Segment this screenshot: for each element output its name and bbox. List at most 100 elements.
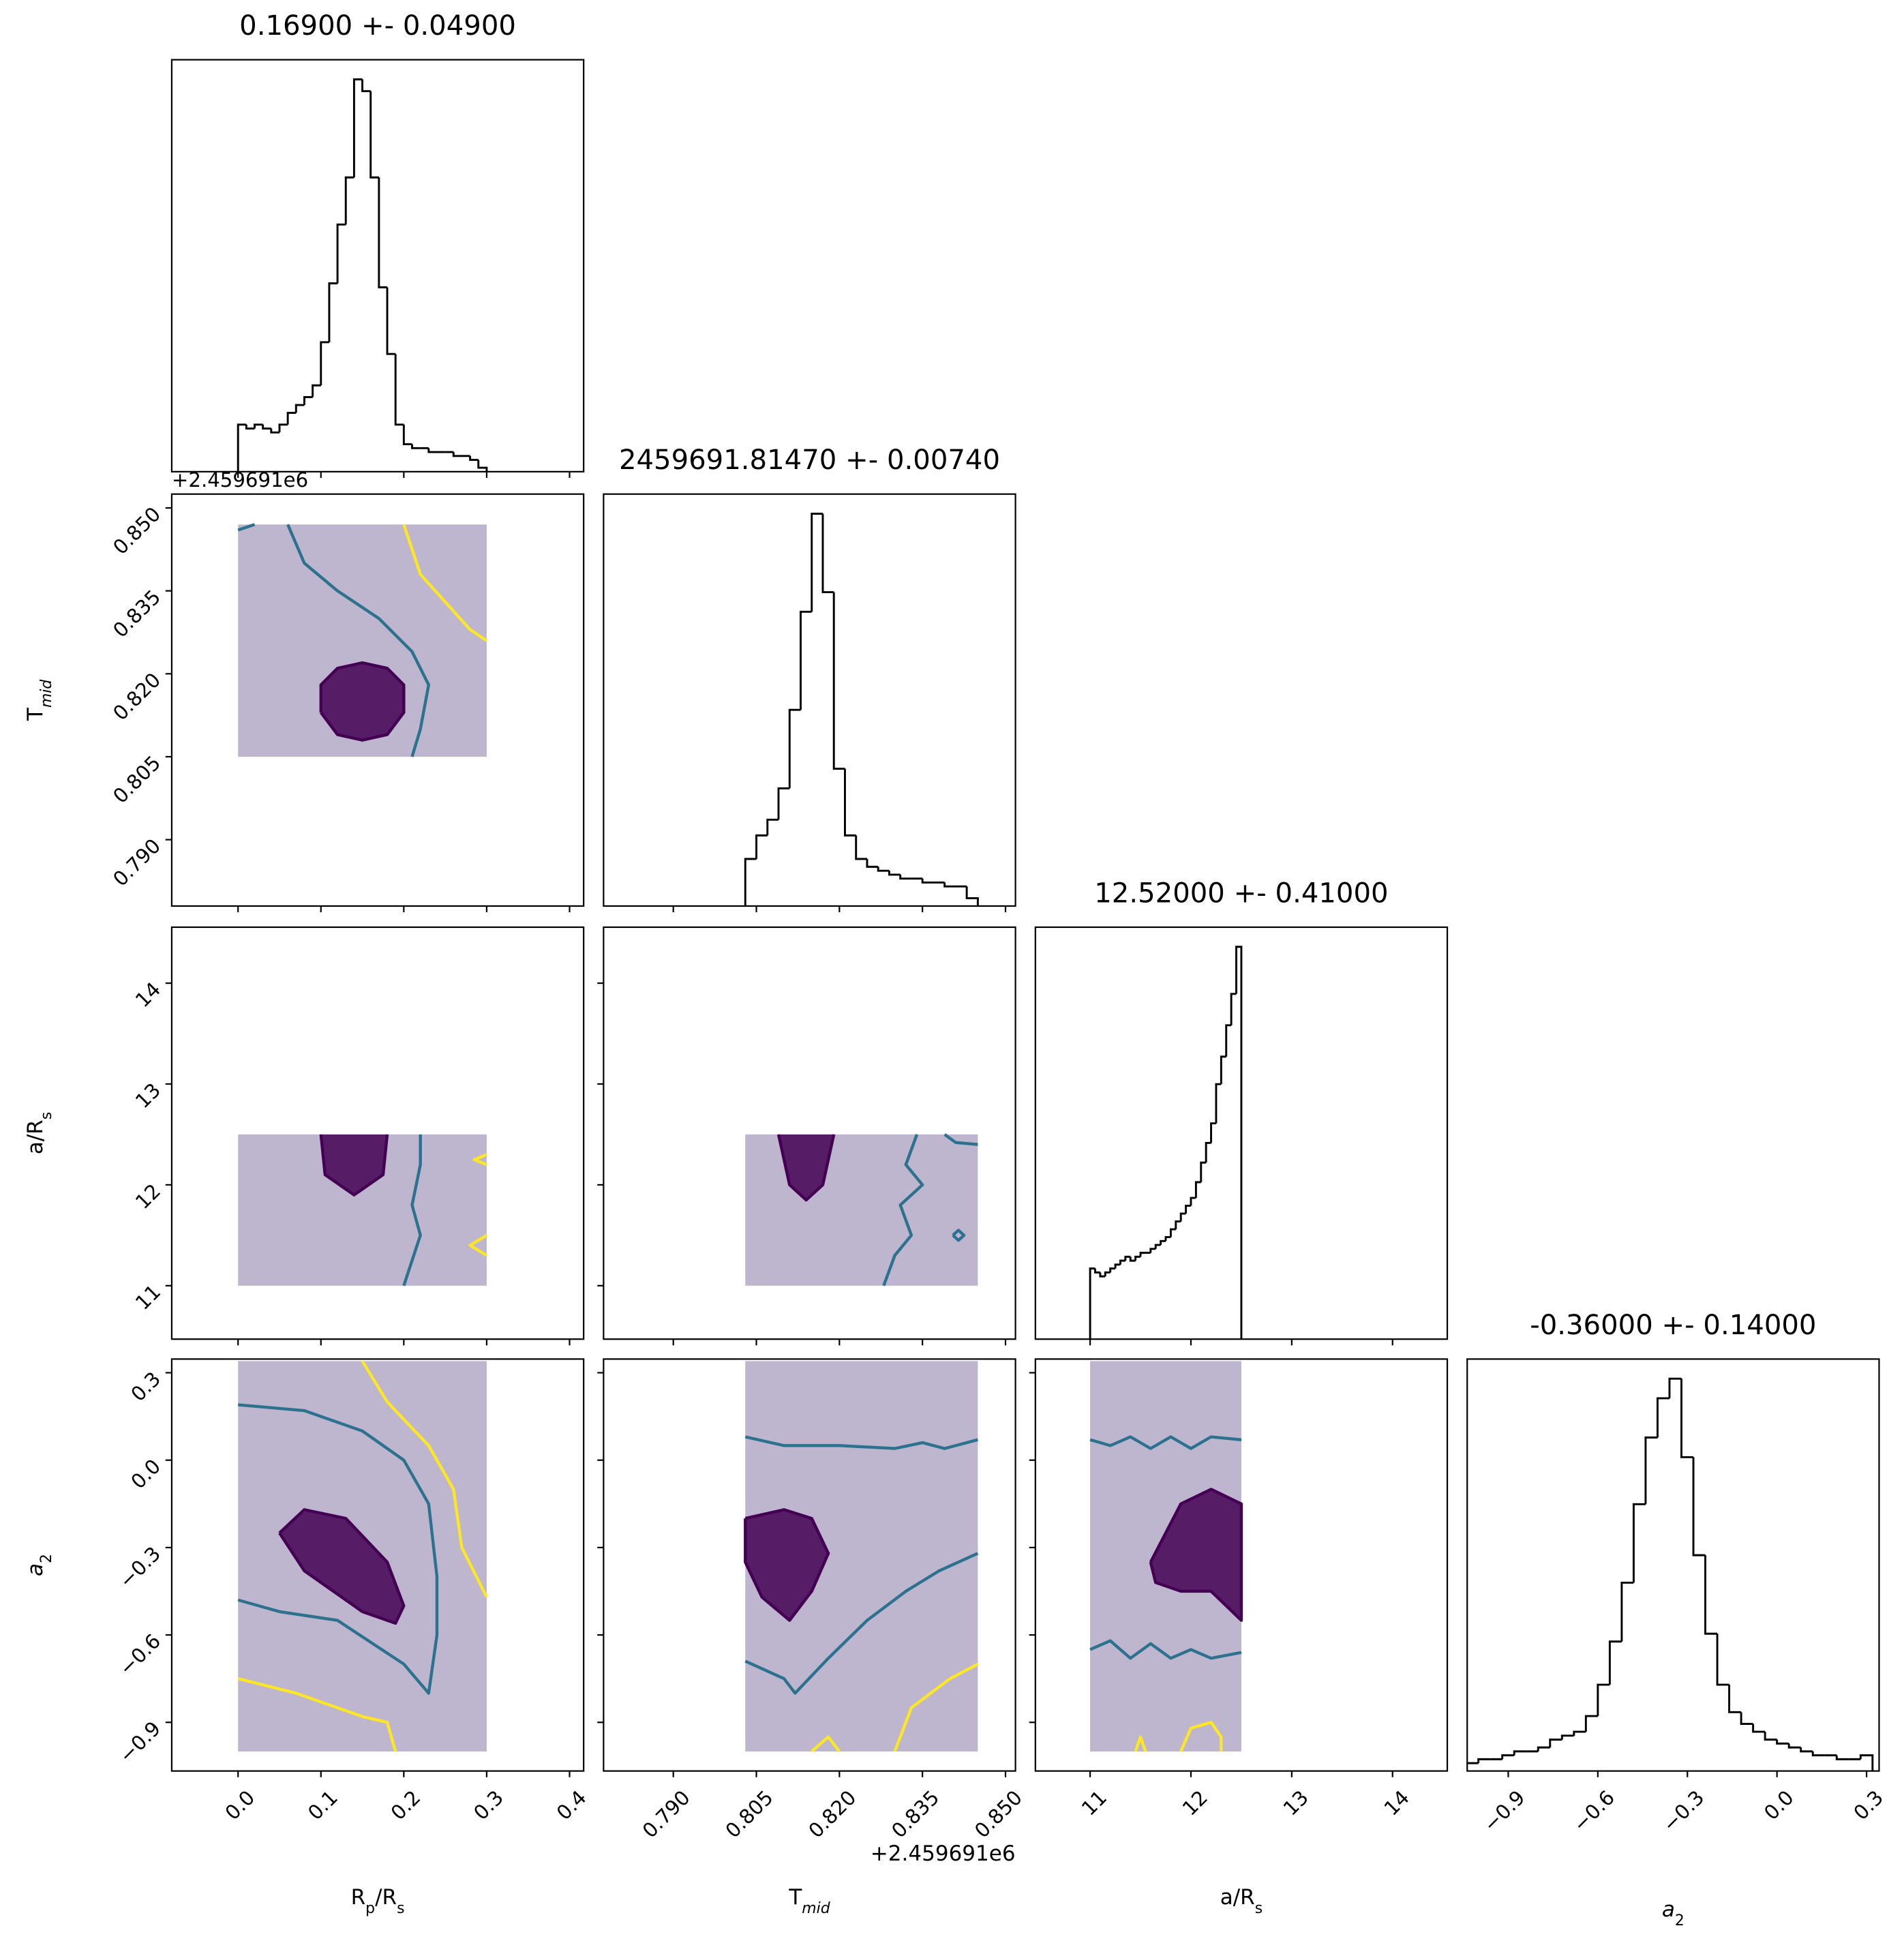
x-tick-label: 0.3 xyxy=(1849,1786,1888,1824)
contour-line xyxy=(237,1403,439,1695)
histogram-bin xyxy=(1501,1754,1515,1760)
label-italic: a xyxy=(1662,1897,1675,1922)
sample-cloud xyxy=(745,1134,978,1286)
panel-frame xyxy=(170,1358,585,1772)
histogram-bin xyxy=(832,592,845,770)
histogram-bin xyxy=(1200,1161,1207,1183)
histogram-bin xyxy=(1094,1268,1100,1274)
histogram-bin xyxy=(344,176,354,225)
histogram-bin xyxy=(965,886,979,906)
x-tick-label: −0.6 xyxy=(1569,1786,1619,1836)
histogram-bin xyxy=(1752,1724,1766,1733)
histogram-bin xyxy=(1811,1751,1825,1757)
panel-frame xyxy=(603,493,1016,907)
histogram-bin xyxy=(1716,1634,1729,1686)
histogram-bin xyxy=(1225,1024,1232,1057)
contour-line xyxy=(319,661,406,742)
histogram-bin xyxy=(361,79,371,93)
y-tick-label: 13 xyxy=(131,1079,165,1113)
contour-line xyxy=(278,1508,406,1625)
x-axis-label: a2 xyxy=(1662,1897,1684,1929)
label-subscript: 2 xyxy=(38,1554,55,1563)
y-offset-label: +2.459691e6 xyxy=(172,468,308,492)
histogram-bin xyxy=(1185,1205,1191,1214)
panel-frame xyxy=(1034,926,1449,1340)
histogram-bin xyxy=(1215,1083,1222,1124)
label-part: T xyxy=(23,707,48,721)
histogram-bin xyxy=(294,404,305,413)
y-tick-label: 0.805 xyxy=(108,751,165,808)
histogram-bin xyxy=(1129,1257,1136,1262)
x-axis-label: a/Rs xyxy=(1220,1885,1263,1916)
panel-title: 2459691.81470 +- 0.00740 xyxy=(619,445,1000,476)
x-tick-label: 0.790 xyxy=(638,1786,695,1842)
histogram-bin xyxy=(1657,1397,1669,1438)
contour-line xyxy=(237,523,256,532)
x-tick-label: 0.2 xyxy=(387,1786,425,1824)
panel-frame xyxy=(1466,1358,1880,1772)
y-tick-label: 0.820 xyxy=(108,668,165,725)
panel xyxy=(597,1358,1016,1777)
panel-frame xyxy=(170,59,585,472)
label-subscript: s xyxy=(397,1899,404,1916)
x-tick-label: −0.3 xyxy=(1658,1786,1708,1836)
label-subscript: mid xyxy=(802,1899,830,1916)
histogram-bin xyxy=(1477,1758,1491,1764)
y-axis-label: a/Rs xyxy=(23,1112,55,1154)
histogram-bin xyxy=(866,858,879,868)
contour-line xyxy=(286,524,431,757)
plot-area xyxy=(238,1134,488,1287)
histogram-bin xyxy=(411,444,421,449)
contour-line xyxy=(744,1552,979,1695)
histogram-bin xyxy=(1099,1272,1106,1278)
histogram-bin xyxy=(1149,1248,1156,1253)
histogram-bin xyxy=(800,610,812,710)
x-tick-label: 0.850 xyxy=(970,1786,1027,1842)
x-tick-label: 0.820 xyxy=(804,1786,860,1842)
histogram-bin xyxy=(888,871,901,876)
panel xyxy=(165,926,585,1346)
histogram-bin xyxy=(336,223,346,284)
histogram-bin xyxy=(469,455,479,462)
histogram-bin xyxy=(1220,1055,1226,1085)
histogram-bin xyxy=(1597,1683,1610,1717)
histogram-bin xyxy=(766,818,779,836)
histogram-bin xyxy=(1194,1181,1201,1199)
histogram-bin xyxy=(1179,1212,1186,1222)
x-axis-label: Tmid xyxy=(788,1885,830,1916)
y-tick-label: 0.790 xyxy=(108,834,165,890)
plot-area xyxy=(1467,1377,1874,1771)
histogram-bin xyxy=(755,834,768,859)
panel-frame xyxy=(170,493,585,907)
histogram-bin xyxy=(1728,1685,1742,1713)
plot-area xyxy=(744,1361,979,1753)
histogram-bin xyxy=(855,835,867,860)
y-tick-label: 0.3 xyxy=(126,1367,165,1406)
plot-area xyxy=(745,1133,978,1287)
panel xyxy=(603,493,1016,913)
histogram-bin xyxy=(452,452,462,457)
histogram-bin xyxy=(312,384,321,397)
contour-line xyxy=(811,1735,841,1753)
panel-title: 12.52000 +- 0.41000 xyxy=(1094,877,1388,909)
histogram-bin xyxy=(844,768,856,837)
histogram-bin xyxy=(1175,1220,1181,1230)
histogram-bin xyxy=(1632,1503,1646,1583)
x-tick-label: 0.835 xyxy=(887,1786,943,1842)
x-tick-label: 0.0 xyxy=(220,1786,259,1824)
y-tick-label: 11 xyxy=(131,1280,165,1314)
y-tick-label: −0.3 xyxy=(115,1542,165,1593)
histogram-bin xyxy=(1190,1197,1196,1206)
histogram-bin xyxy=(1119,1259,1125,1265)
label-subscript: s xyxy=(38,1112,55,1119)
histogram-bin xyxy=(402,424,412,446)
contour-line xyxy=(882,1134,924,1287)
contour-line xyxy=(319,1134,389,1197)
histogram-bin xyxy=(270,428,279,434)
histogram-bin xyxy=(286,412,297,425)
contour-line xyxy=(402,524,488,642)
histogram-bin xyxy=(1668,1377,1682,1398)
histogram-bin xyxy=(1160,1239,1166,1246)
histogram-bin xyxy=(1210,1122,1216,1143)
